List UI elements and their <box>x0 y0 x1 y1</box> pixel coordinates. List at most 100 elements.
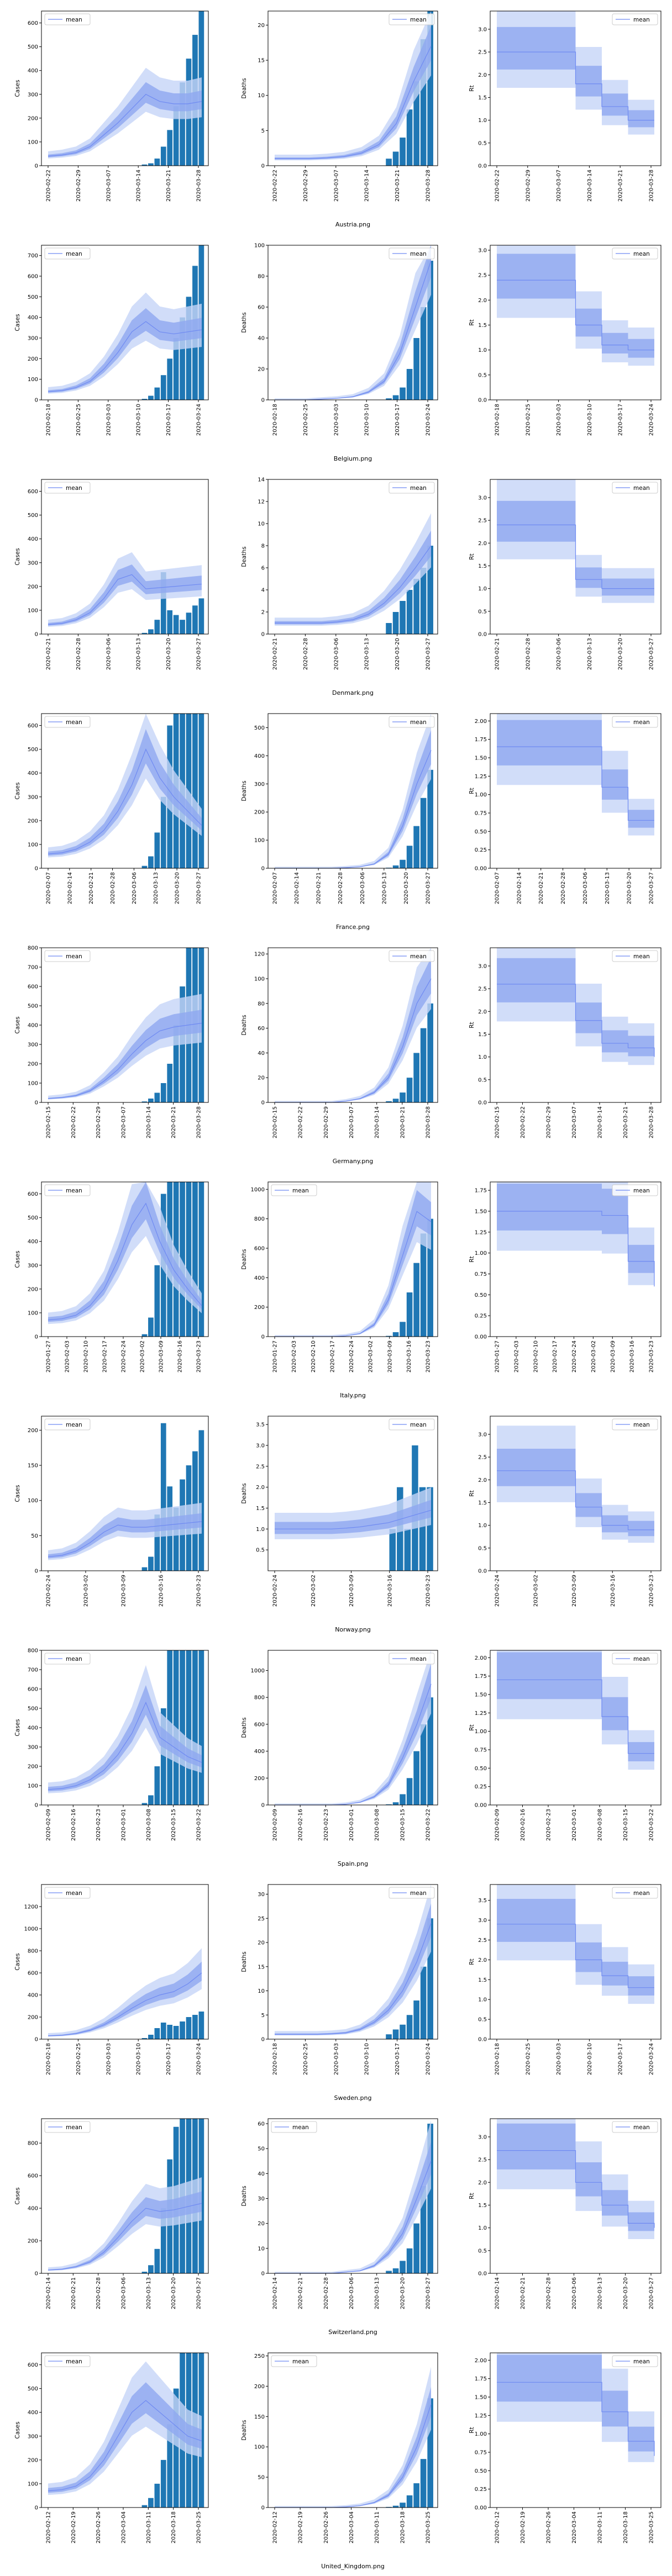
x-tick-label: 2020-03-20 <box>171 2277 177 2309</box>
bar <box>413 1053 419 1102</box>
y-tick-label: 1000 <box>251 1187 265 1193</box>
country-charts: 0 50 100 150 200 Cases 2020-02-24 2020-03-02 202… <box>14 1416 662 1607</box>
x-tick-label: 2020-03-09 <box>121 1575 127 1607</box>
bar <box>420 798 427 868</box>
bar <box>427 2398 433 2508</box>
x-tick-label: 2020-02-24 <box>46 1575 52 1607</box>
panel-cases: 0 100 200 300 400 500 600 700 800 Cases 2020-02-15… <box>14 946 209 1138</box>
y-tick-label: 5 <box>261 128 265 134</box>
x-tick-label: 2020-03-24 <box>649 404 655 436</box>
y-tick-label: 3.0 <box>478 1432 487 1438</box>
x-tick-label: 2020-03-13 <box>136 638 142 670</box>
x-tick-label: 2020-03-06 <box>106 638 112 670</box>
x-tick-label: 2020-03-02 <box>140 1340 146 1373</box>
y-tick-label: 600 <box>28 20 38 27</box>
y-axis-label: Deaths <box>241 1951 248 1972</box>
bar <box>141 164 148 166</box>
y-tick-label: 1.00 <box>475 1729 487 1735</box>
legend: mean <box>44 2355 91 2367</box>
bar <box>186 1650 192 1805</box>
bar <box>404 1529 411 1571</box>
x-tick-label: 2020-02-24 <box>272 1575 279 1607</box>
x-tick-label: 2020-03-07 <box>556 170 562 202</box>
x-tick-label: 2020-03-20 <box>395 638 401 670</box>
legend: mean <box>44 247 91 260</box>
axes-frame <box>267 1884 438 2040</box>
x-tick-label: 2020-02-23 <box>96 1809 102 1841</box>
legend-box <box>44 482 91 494</box>
y-tick-label: 3.5 <box>478 1898 487 1904</box>
x-tick-label: 2020-03-02 <box>533 1575 539 1607</box>
y-tick-label: 2.5 <box>478 2157 487 2163</box>
x-tick-label: 2020-03-06 <box>556 638 562 670</box>
bar <box>427 261 433 400</box>
country-row: 0 100 200 300 400 500 600 Cases 2020-02-22 2020-0… <box>0 0 672 234</box>
bar <box>148 2498 154 2508</box>
y-tick-label: 0.0 <box>478 398 487 404</box>
mean-line <box>497 1924 654 1988</box>
legend-label: mean <box>292 2358 309 2365</box>
bar <box>154 1265 160 1337</box>
y-tick-label: 1.5 <box>478 95 487 101</box>
legend-box <box>612 13 658 25</box>
panel-rt: 0.0 0.5 1.0 1.5 2.0 2.5 3.0 Rt 2020-02-24 2020-03… <box>469 1416 662 1607</box>
country-row: 0 100 200 300 400 500 600 Cases 2020-01-27 2020-0… <box>0 1171 672 1405</box>
x-tick-label: 2020-03-28 <box>196 170 202 202</box>
bar <box>413 338 419 400</box>
x-tick-label: 2020-03-18 <box>400 2511 406 2543</box>
x-tick-label: 2020-02-16 <box>71 1809 77 1841</box>
bar <box>420 307 427 400</box>
y-axis-label: Cases <box>14 1485 21 1502</box>
bar <box>148 1099 154 1102</box>
bar <box>141 1567 148 1571</box>
y-tick-label: 200 <box>28 1062 38 1068</box>
legend-label: mean <box>66 2358 82 2365</box>
bar <box>400 138 406 166</box>
x-tick-label: 2020-02-17 <box>329 1340 335 1373</box>
y-tick-label: 1.0 <box>256 1527 265 1533</box>
y-axis-label: Rt <box>469 2193 475 2199</box>
legend-box <box>44 1184 91 1196</box>
legend: mean <box>389 482 435 494</box>
x-tick-label: 2020-03-03 <box>556 404 562 436</box>
y-tick-label: 500 <box>28 1004 38 1010</box>
legend-box <box>612 950 658 962</box>
y-axis-label: Cases <box>14 1719 21 1736</box>
legend-box <box>389 716 435 728</box>
bar <box>154 2483 160 2508</box>
x-tick-label: 2020-02-21 <box>298 2277 304 2309</box>
legend-box <box>44 2121 91 2133</box>
legend: mean <box>271 2355 317 2367</box>
x-tick-label: 2020-02-16 <box>298 1809 304 1841</box>
y-tick-label: 100 <box>28 377 38 383</box>
bar <box>180 1182 185 1337</box>
axes-frame <box>267 713 438 869</box>
y-axis-label: Deaths <box>241 2420 248 2440</box>
legend-label: mean <box>66 1422 82 1428</box>
x-tick-label: 2020-03-21 <box>623 1106 629 1138</box>
y-tick-label: 40 <box>258 1051 265 1057</box>
legend: mean <box>389 1653 435 1665</box>
y-axis-label: Deaths <box>241 1717 248 1738</box>
y-tick-label: 5 <box>261 2013 265 2019</box>
x-tick-label: 2020-02-22 <box>495 170 501 202</box>
x-tick-label: 2020-03-02 <box>591 1340 597 1373</box>
y-tick-label: 1.0 <box>478 586 487 592</box>
x-tick-label: 2020-02-25 <box>525 404 531 436</box>
bar <box>386 1335 392 1337</box>
y-tick-label: 15 <box>258 1964 265 1970</box>
x-tick-label: 2020-02-07 <box>495 872 501 904</box>
bar <box>427 1487 433 1571</box>
y-tick-label: 6 <box>261 566 265 572</box>
x-tick-label: 2020-03-06 <box>121 2277 127 2309</box>
x-tick-label: 2020-03-28 <box>649 1106 655 1138</box>
bar <box>180 2021 185 2039</box>
y-tick-label: 250 <box>254 2353 265 2359</box>
bar <box>154 832 160 868</box>
mean-line <box>497 2382 655 2456</box>
x-tick-label: 2020-02-12 <box>495 2511 501 2543</box>
y-tick-label: 1.5 <box>478 2203 487 2209</box>
bar <box>141 1803 148 1805</box>
bar <box>180 620 185 634</box>
band-outer <box>48 1665 202 1793</box>
